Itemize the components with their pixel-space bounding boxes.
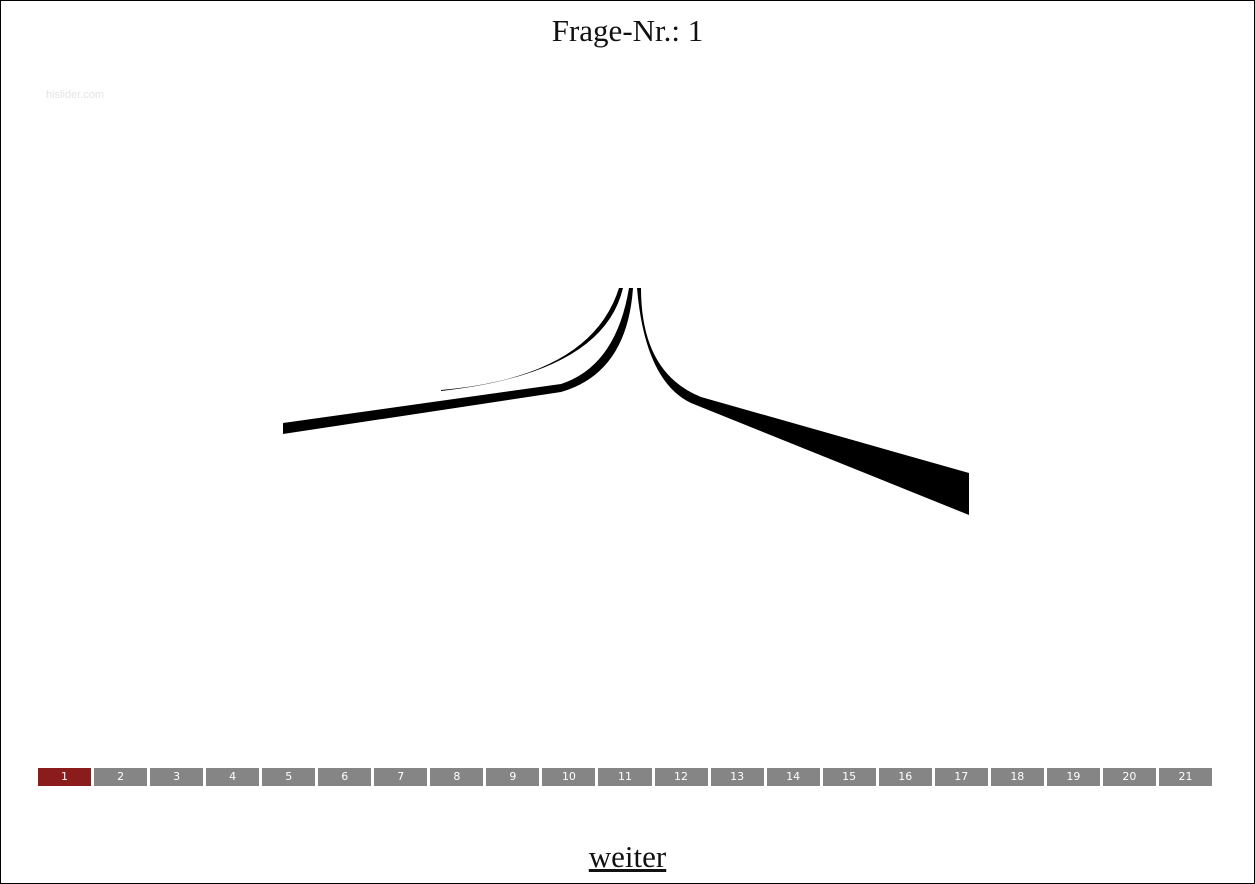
progress-item[interactable]: 11 [598,768,652,786]
next-link[interactable]: weiter [588,839,667,874]
watermark: hislider.com [46,89,105,101]
progress-item[interactable]: 1 [38,768,92,786]
progress-item[interactable]: 13 [710,768,764,786]
slide-image [283,288,969,515]
progress-item[interactable]: 15 [822,768,876,786]
progress-bar: 1 2 3 4 5 6 7 8 9 10 11 12 13 14 15 16 17 18 19 20 21 [38,768,1212,786]
progress-item[interactable]: 12 [654,768,708,786]
progress-item[interactable]: 3 [150,768,204,786]
progress-item[interactable]: 2 [94,768,148,786]
progress-item[interactable]: 10 [542,768,596,786]
progress-item[interactable]: 6 [318,768,372,786]
footer: weiter [1,839,1254,875]
progress-item[interactable]: 7 [374,768,428,786]
left-band [283,288,633,434]
progress-item[interactable]: 20 [1102,768,1156,786]
progress-item[interactable]: 16 [878,768,932,786]
progress-item[interactable]: 21 [1158,768,1212,786]
question-title: Frage-Nr.: 1 [551,13,704,48]
progress-item[interactable]: 9 [486,768,540,786]
progress-item[interactable]: 18 [990,768,1044,786]
progress-item[interactable]: 4 [206,768,260,786]
progress-item[interactable]: 19 [1046,768,1100,786]
progress-item[interactable]: 17 [934,768,988,786]
thin-line [441,288,623,391]
progress-item[interactable]: 14 [766,768,820,786]
right-band [637,288,969,515]
progress-item[interactable]: 5 [262,768,316,786]
progress-item[interactable]: 8 [430,768,484,786]
